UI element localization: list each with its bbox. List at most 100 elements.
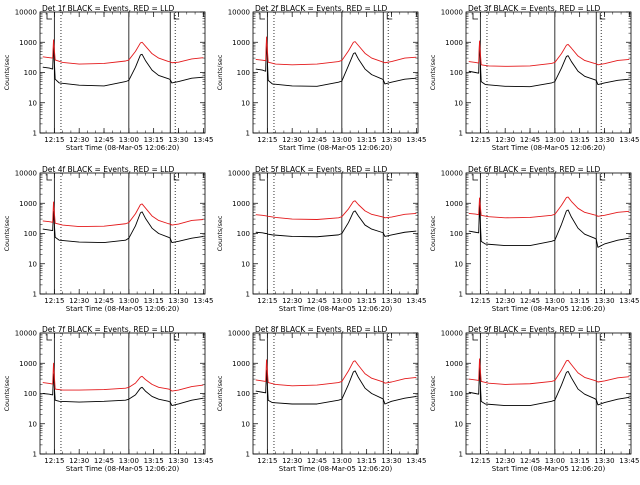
y-tick-label: 10	[241, 99, 250, 107]
panel: Det 3f BLACK = Events, RED = LLD 1 10 100 10…	[429, 4, 639, 152]
y-tick-label: 10000	[441, 170, 463, 178]
x-tick-label: 13:30	[594, 297, 614, 305]
x-tick-label: 13:45	[406, 297, 426, 305]
x-tick-label: 13:15	[570, 297, 590, 305]
x-tick-label: 13:30	[594, 136, 614, 144]
bracket-marker-left	[259, 174, 265, 181]
series-line-lld	[468, 358, 630, 385]
y-tick-label: 10000	[228, 170, 250, 178]
x-tick-label: 13:00	[545, 136, 565, 144]
y-tick-label: 100	[450, 390, 463, 398]
panel: Det 8f BLACK = Events, RED = LLD 1 10 100 10…	[216, 325, 426, 473]
x-tick-label: 13:15	[144, 297, 164, 305]
y-tick-label: 10	[28, 99, 37, 107]
series-line-lld	[468, 196, 630, 219]
y-tick-label: 100	[450, 230, 463, 238]
x-tick-label: 12:15	[470, 457, 490, 465]
x-tick-label: 13:45	[193, 297, 213, 305]
x-tick-label: 13:00	[119, 297, 139, 305]
y-tick-label: 1000	[445, 360, 463, 368]
x-tick-label: 12:30	[282, 136, 302, 144]
panel-title: Det 5f BLACK = Events, RED = LLD	[255, 165, 388, 174]
y-tick-label: 1000	[232, 39, 250, 47]
y-tick-label: 10000	[441, 9, 463, 17]
x-tick-label: 13:00	[332, 457, 352, 465]
panel-title: Det 9f BLACK = Events, RED = LLD	[468, 325, 601, 334]
x-tick-label: 13:30	[381, 457, 401, 465]
y-tick-label: 1	[459, 451, 463, 459]
y-axis-label: Counts/sec	[3, 375, 11, 411]
bracket-marker-left	[259, 334, 265, 341]
y-tick-label: 1000	[19, 39, 37, 47]
x-tick-label: 12:15	[44, 136, 64, 144]
series-line-events	[255, 39, 417, 87]
x-tick-label: 12:45	[307, 457, 327, 465]
x-axis-label: Start Time (08-Mar-05 12:06:20)	[492, 465, 606, 473]
series-line-events	[255, 369, 417, 405]
x-tick-label: 12:45	[520, 457, 540, 465]
y-tick-label: 100	[237, 230, 250, 238]
x-tick-label: 12:30	[495, 297, 515, 305]
x-tick-label: 12:15	[470, 136, 490, 144]
y-tick-label: 1000	[232, 200, 250, 208]
x-tick-label: 13:00	[332, 297, 352, 305]
y-axis-label: Counts/sec	[216, 215, 224, 251]
x-axis-label: Start Time (08-Mar-05 12:06:20)	[66, 305, 180, 313]
series-line-events	[468, 41, 630, 88]
x-tick-label: 12:15	[44, 457, 64, 465]
series-line-events	[42, 373, 204, 406]
x-axis-label: Start Time (08-Mar-05 12:06:20)	[66, 144, 180, 152]
x-tick-label: 13:15	[144, 457, 164, 465]
x-tick-label: 13:15	[357, 457, 377, 465]
series-line-events	[42, 44, 204, 87]
y-tick-label: 10	[241, 260, 250, 268]
series-line-events	[468, 204, 630, 248]
series-line-lld	[42, 201, 204, 227]
y-tick-label: 1000	[445, 200, 463, 208]
y-tick-label: 10000	[15, 170, 37, 178]
x-tick-label: 13:30	[168, 297, 188, 305]
bracket-marker-right	[599, 13, 606, 20]
x-tick-label: 12:30	[69, 457, 89, 465]
x-tick-label: 12:30	[69, 297, 89, 305]
y-axis-label: Counts/sec	[429, 54, 437, 90]
x-tick-label: 13:30	[381, 297, 401, 305]
panel-title: Det 1f BLACK = Events, RED = LLD	[42, 4, 175, 13]
x-tick-label: 12:15	[470, 297, 490, 305]
y-tick-label: 1	[33, 451, 37, 459]
y-tick-label: 10000	[228, 330, 250, 338]
y-tick-label: 1000	[232, 360, 250, 368]
x-tick-label: 12:15	[257, 297, 277, 305]
x-tick-label: 13:45	[406, 457, 426, 465]
panel: Det 4f BLACK = Events, RED = LLD 1 10 100 10…	[3, 165, 213, 313]
x-tick-label: 12:45	[307, 297, 327, 305]
x-tick-label: 12:30	[495, 457, 515, 465]
panel-title: Det 2f BLACK = Events, RED = LLD	[255, 4, 388, 13]
series-line-lld	[255, 200, 417, 220]
x-axis-label: Start Time (08-Mar-05 12:06:20)	[279, 144, 393, 152]
series-line-events	[255, 210, 417, 238]
x-axis-label: Start Time (08-Mar-05 12:06:20)	[492, 305, 606, 313]
y-tick-label: 100	[24, 230, 37, 238]
y-tick-label: 1	[459, 130, 463, 138]
panel: Det 7f BLACK = Events, RED = LLD 1 10 100 10…	[3, 325, 213, 473]
plot-frame	[39, 172, 206, 295]
y-tick-label: 10	[241, 420, 250, 428]
x-tick-label: 12:30	[282, 297, 302, 305]
x-tick-label: 13:15	[570, 457, 590, 465]
y-tick-label: 10000	[228, 9, 250, 17]
y-tick-label: 1	[33, 291, 37, 299]
x-tick-label: 13:45	[619, 136, 639, 144]
y-tick-label: 10000	[441, 330, 463, 338]
bracket-marker-right	[173, 13, 180, 20]
bracket-marker-left	[46, 174, 52, 181]
plot-frame	[39, 11, 206, 134]
series-line-lld	[42, 39, 204, 65]
plot-frame	[252, 172, 419, 295]
x-tick-label: 12:30	[69, 136, 89, 144]
y-axis-label: Counts/sec	[216, 375, 224, 411]
y-axis-label: Counts/sec	[3, 54, 11, 90]
y-tick-label: 10	[28, 420, 37, 428]
panel-title: Det 6f BLACK = Events, RED = LLD	[468, 165, 601, 174]
